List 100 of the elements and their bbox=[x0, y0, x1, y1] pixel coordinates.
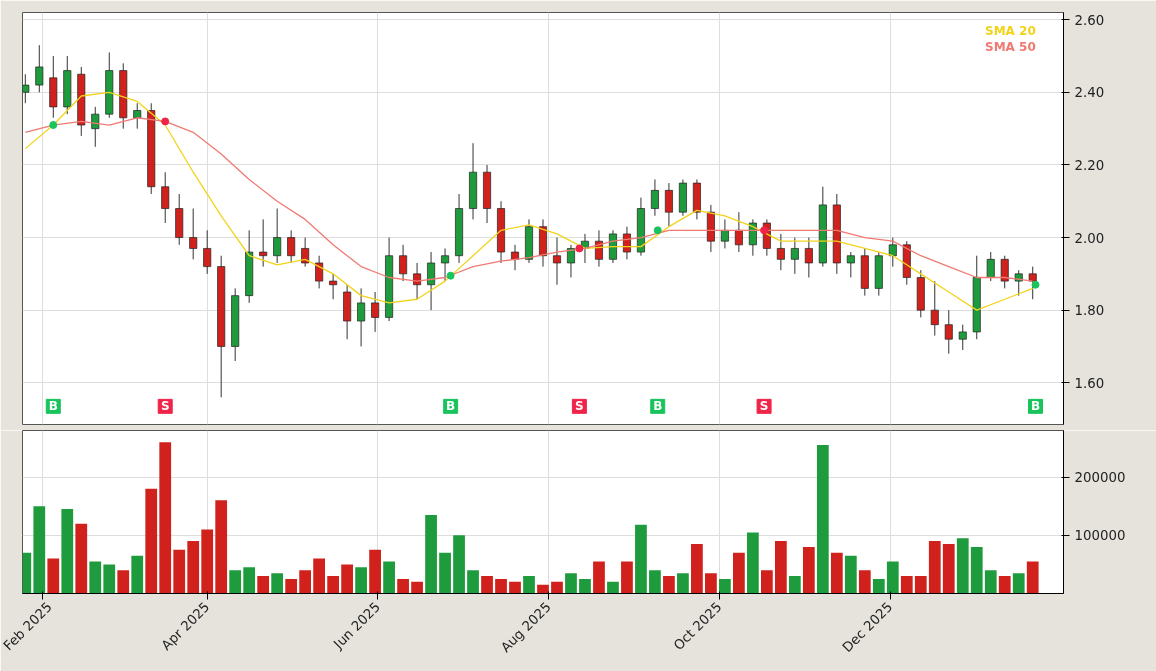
candlestick bbox=[91, 106, 100, 148]
bar bbox=[956, 538, 969, 594]
bar bbox=[788, 576, 801, 594]
bar bbox=[872, 578, 885, 594]
annotation: B bbox=[653, 399, 663, 414]
candlestick bbox=[664, 182, 673, 228]
candlestick bbox=[930, 280, 939, 337]
bar bbox=[439, 552, 451, 594]
bar bbox=[271, 573, 284, 594]
bar bbox=[579, 578, 591, 594]
bar bbox=[607, 581, 619, 594]
bar bbox=[816, 445, 829, 594]
point bbox=[161, 117, 170, 126]
bar bbox=[411, 581, 423, 594]
bar bbox=[970, 546, 983, 594]
candlestick bbox=[287, 229, 296, 264]
bar bbox=[1012, 573, 1025, 594]
point bbox=[760, 226, 769, 235]
bar bbox=[774, 541, 787, 594]
bar bbox=[397, 578, 409, 594]
bar bbox=[509, 581, 521, 594]
bar bbox=[705, 573, 717, 594]
bar bbox=[257, 576, 270, 594]
candlestick bbox=[720, 218, 729, 249]
bar bbox=[621, 561, 633, 594]
candlestick bbox=[189, 208, 198, 260]
candlestick bbox=[776, 233, 785, 271]
candlestick bbox=[273, 208, 282, 264]
bar bbox=[858, 570, 871, 594]
bar bbox=[145, 488, 158, 594]
bar bbox=[173, 549, 186, 594]
bar bbox=[313, 558, 326, 594]
candlestick bbox=[161, 171, 170, 224]
bar bbox=[117, 570, 130, 594]
candlestick bbox=[413, 262, 422, 300]
y-tick-label: 2.40 bbox=[1074, 85, 1105, 101]
candlestick bbox=[1000, 255, 1009, 289]
candlestick bbox=[371, 291, 380, 333]
candlestick bbox=[804, 237, 813, 278]
bar bbox=[369, 549, 381, 594]
candlestick bbox=[511, 244, 519, 271]
point bbox=[49, 121, 58, 130]
bar bbox=[495, 578, 507, 594]
candlestick bbox=[35, 44, 44, 93]
bar bbox=[1026, 561, 1039, 594]
y-tick-label: 1.80 bbox=[1074, 303, 1105, 319]
bar bbox=[355, 567, 367, 594]
bar bbox=[998, 576, 1011, 594]
candlestick bbox=[553, 237, 561, 286]
bar bbox=[103, 564, 116, 594]
bar bbox=[243, 567, 256, 594]
candlestick bbox=[329, 273, 338, 300]
bar bbox=[341, 564, 353, 594]
y-tick-label: 1.60 bbox=[1074, 375, 1105, 391]
bar bbox=[89, 561, 102, 594]
point bbox=[446, 271, 455, 280]
bar bbox=[61, 509, 74, 594]
bar bbox=[327, 576, 339, 594]
bar bbox=[649, 570, 661, 594]
candlestick bbox=[748, 218, 757, 257]
candlestick bbox=[944, 309, 953, 355]
bar bbox=[593, 561, 605, 594]
text: SMA 50 bbox=[985, 40, 1036, 54]
bar bbox=[900, 576, 913, 594]
candlestick bbox=[427, 251, 436, 311]
bar bbox=[691, 544, 703, 594]
candlestick bbox=[133, 102, 142, 130]
bar bbox=[663, 576, 675, 594]
annotation: S bbox=[575, 399, 584, 414]
candlestick bbox=[315, 255, 324, 289]
bar bbox=[928, 541, 941, 594]
bar bbox=[886, 561, 899, 594]
bar bbox=[201, 529, 214, 594]
bar bbox=[481, 576, 493, 594]
point bbox=[653, 226, 662, 235]
bar bbox=[760, 570, 773, 594]
bar bbox=[215, 500, 228, 594]
annotation: B bbox=[48, 399, 58, 414]
bar bbox=[75, 523, 88, 594]
bar bbox=[383, 561, 395, 594]
y-tick-label: 100000 bbox=[1074, 528, 1126, 544]
bar bbox=[187, 541, 200, 594]
bar bbox=[635, 524, 647, 594]
bar bbox=[733, 552, 745, 594]
bar bbox=[830, 552, 843, 594]
bar bbox=[914, 576, 927, 594]
candlestick bbox=[22, 73, 30, 104]
candlestick bbox=[203, 229, 212, 275]
bar bbox=[159, 442, 172, 594]
candlestick bbox=[986, 251, 995, 282]
bar bbox=[565, 573, 577, 594]
candlestick bbox=[790, 237, 799, 275]
annotation: S bbox=[160, 399, 170, 414]
candlestick bbox=[958, 324, 967, 351]
y-tick-label: 2.00 bbox=[1074, 230, 1105, 246]
bar bbox=[299, 570, 312, 594]
annotation: B bbox=[446, 399, 456, 414]
bar bbox=[802, 546, 815, 594]
bar bbox=[551, 581, 563, 594]
bar bbox=[33, 506, 46, 594]
